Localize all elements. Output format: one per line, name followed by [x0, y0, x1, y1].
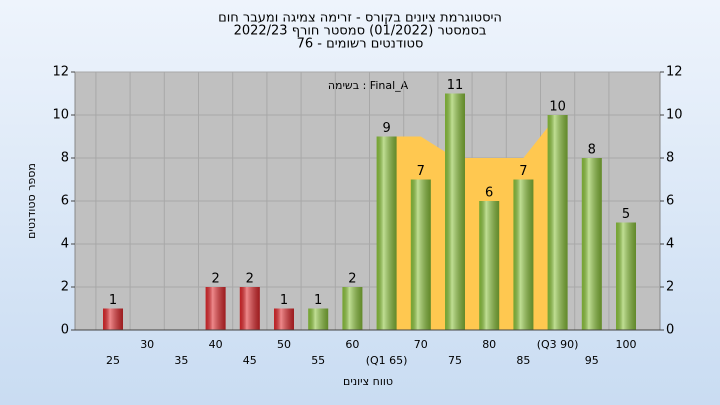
x-tick-label: (Q1 65) [366, 354, 408, 367]
x-tick-label: 100 [616, 338, 637, 351]
value-label: 1 [314, 293, 322, 308]
y-tick-label: 2 [61, 280, 69, 295]
y-tick-label: 4 [61, 237, 69, 252]
bar-shine [479, 201, 500, 330]
x-tick-label: 85 [516, 354, 530, 367]
x-tick-label: 40 [209, 338, 223, 351]
value-label: 11 [447, 78, 464, 93]
bar-shine [445, 93, 465, 330]
bar-shine [410, 179, 431, 330]
x-tick-label: 25 [106, 354, 120, 367]
x-tick-label: 80 [482, 338, 496, 351]
annotation: בשימה : Final_A [328, 79, 409, 92]
bar-shine [205, 287, 226, 330]
value-label: 7 [417, 164, 425, 179]
x-tick-label: (Q3 90) [537, 338, 579, 351]
title-line: בסמסטר (01/2022) סמסטר חורף 2022/23 [234, 24, 487, 39]
x-tick-label: 95 [585, 354, 599, 367]
x-tick-label: 75 [448, 354, 462, 367]
bar-shine [239, 287, 260, 330]
x-tick-label: 50 [277, 338, 291, 351]
bar-shine [581, 158, 602, 330]
bar-shine [616, 222, 636, 330]
title-line: היסטוגרמת ציונים בקורס - זרימה צמיגה ומע… [218, 11, 502, 26]
y2-tick-label: 12 [666, 65, 683, 80]
value-label: 8 [588, 143, 596, 158]
y-tick-label: 8 [61, 151, 69, 166]
value-label: 2 [246, 272, 254, 287]
x-axis-label: טווח ציונים [343, 375, 393, 388]
bar-shine [513, 179, 534, 330]
y2-tick-label: 8 [666, 151, 674, 166]
y-tick-label: 0 [61, 323, 69, 338]
value-label: 1 [280, 293, 288, 308]
y-axis-label: מספר סטודנטים [25, 163, 38, 239]
y-tick-label: 10 [52, 108, 69, 123]
y2-tick-label: 6 [666, 194, 674, 209]
value-label: 10 [549, 100, 566, 115]
value-label: 9 [382, 121, 390, 136]
y2-tick-label: 0 [666, 323, 674, 338]
x-tick-label: 30 [140, 338, 154, 351]
y2-tick-label: 2 [666, 280, 674, 295]
x-tick-label: 60 [345, 338, 359, 351]
y-tick-label: 6 [61, 194, 69, 209]
y-tick-label: 12 [52, 65, 69, 80]
bar-shine [308, 308, 329, 330]
bar-shine [342, 287, 363, 330]
value-label: 5 [622, 207, 630, 222]
value-label: 2 [211, 272, 219, 287]
value-label: 1 [109, 293, 117, 308]
y2-tick-label: 4 [666, 237, 674, 252]
y2-tick-label: 10 [666, 108, 683, 123]
bar-shine [376, 136, 397, 330]
x-tick-label: 70 [414, 338, 428, 351]
x-tick-label: 45 [243, 354, 257, 367]
x-tick-label: 55 [311, 354, 325, 367]
value-label: 2 [348, 272, 356, 287]
title-line: סטודנטים רשומים - 76 [297, 37, 424, 52]
bar-shine [547, 115, 568, 330]
value-label: 7 [519, 164, 527, 179]
bar-shine [103, 308, 123, 330]
value-label: 6 [485, 186, 493, 201]
x-tick-label: 35 [174, 354, 188, 367]
bar-shine [274, 308, 294, 330]
